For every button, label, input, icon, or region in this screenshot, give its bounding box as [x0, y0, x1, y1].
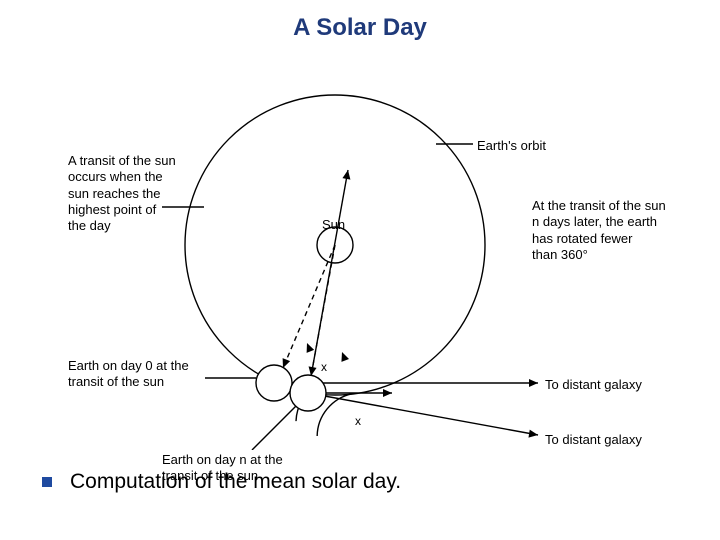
diagram-label-right: At the transit of the sun n days later, … — [532, 198, 666, 263]
diagram-label-eN: Earth on day n at the transit of the sun — [162, 452, 283, 485]
bullet-icon — [42, 477, 52, 487]
slide-title: A Solar Day — [0, 14, 720, 42]
diagram-label-e0: Earth on day 0 at the transit of the sun — [68, 358, 189, 391]
diagram-label-sun: Sun — [322, 217, 345, 233]
diagram-label-transit: A transit of the sun occurs when the sun… — [68, 153, 176, 234]
slide: A Solar Day Computation of the mean sola… — [0, 0, 720, 540]
diagram-label-x2: x — [355, 414, 361, 429]
diagram-label-x1: x — [321, 360, 327, 375]
diagram-label-gN: To distant galaxy — [545, 432, 642, 448]
diagram-label-g0: To distant galaxy — [545, 377, 642, 393]
diagram-label-orbit: Earth's orbit — [477, 138, 546, 154]
